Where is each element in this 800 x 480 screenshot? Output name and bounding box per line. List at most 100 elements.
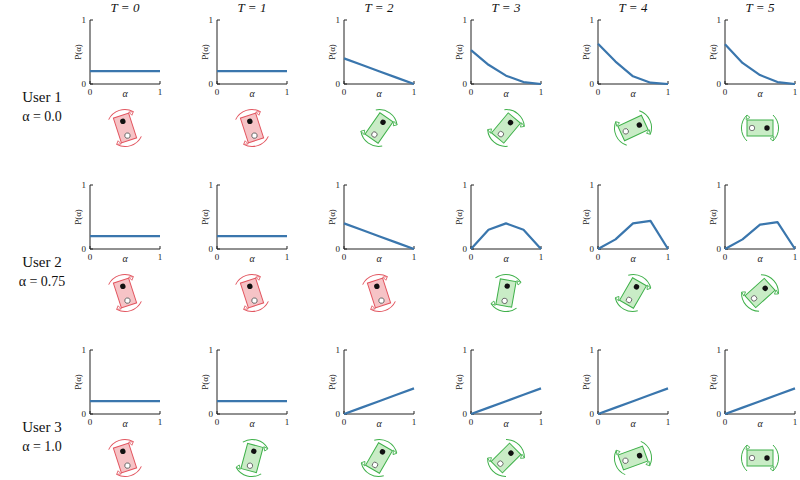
x-tick-label: 1: [285, 417, 290, 427]
plot-area: [725, 44, 795, 84]
robot-body: [365, 113, 393, 143]
robot-dot: [504, 283, 510, 289]
robot-icon: [738, 271, 783, 315]
y-tick: [598, 20, 601, 21]
x-tick-label: 0: [596, 252, 601, 262]
y-tick: [725, 185, 728, 186]
y-tick-label: 0: [209, 244, 214, 254]
robot-dot: [497, 460, 505, 468]
robot-body: [366, 443, 393, 474]
robot-body: [113, 278, 136, 308]
x-axis: [725, 414, 795, 415]
x-tick-label: 1: [666, 417, 671, 427]
y-label: P(α): [200, 44, 210, 60]
robot-arrow: [107, 271, 133, 284]
robot-dot: [749, 455, 754, 460]
x-tick: [160, 411, 161, 414]
robot-body: [747, 450, 773, 466]
robot-dot: [764, 455, 769, 460]
y-tick: [344, 84, 347, 85]
panel-title: T = 2: [365, 0, 394, 15]
robot-icon: [490, 272, 522, 313]
robot-icon: [611, 108, 656, 147]
robot-icon: [741, 115, 778, 141]
panel-title: T = 5: [746, 0, 775, 15]
robot-body: [618, 115, 648, 140]
robot-arrow: [244, 301, 270, 314]
robot-dot: [246, 283, 253, 290]
robot-arrow: [358, 463, 383, 480]
plot-area: [344, 58, 414, 84]
x-label: α: [757, 418, 763, 429]
y-axis: [344, 350, 345, 414]
y-tick: [217, 249, 220, 250]
panel: 0101αP(α): [581, 345, 670, 477]
x-tick-label: 0: [723, 87, 728, 97]
y-axis: [90, 185, 91, 249]
robot-dot: [119, 118, 126, 125]
y-axis: [725, 185, 726, 249]
robot-body: [496, 279, 516, 307]
robot-arrowhead: [645, 461, 650, 467]
x-tick-label: 1: [412, 417, 417, 427]
robot-arrow: [117, 301, 143, 314]
robot-arrowhead: [116, 140, 122, 145]
x-label: α: [376, 253, 382, 264]
x-tick-label: 0: [88, 417, 93, 427]
plot-area: [471, 223, 541, 249]
x-tick-label: 1: [539, 252, 544, 262]
series-line: [725, 222, 795, 249]
robot-dot: [371, 131, 379, 139]
figure: User 1α = 0.0User 2α = 0.75User 3α = 1.0…: [0, 0, 800, 480]
robot-dot: [124, 462, 131, 469]
series-line: [471, 388, 541, 414]
y-tick: [90, 20, 93, 21]
x-tick-label: 0: [215, 417, 220, 427]
robot-arrowhead: [256, 111, 262, 116]
y-tick-label: 0: [717, 244, 722, 254]
y-tick-label: 0: [82, 409, 87, 419]
robot-arrow: [243, 437, 270, 449]
robot-arrowhead: [519, 454, 525, 460]
robot-arrowhead: [487, 127, 493, 133]
x-label: α: [630, 88, 636, 99]
robot-arrow: [639, 108, 655, 134]
x-tick-label: 1: [412, 87, 417, 97]
robot-dot: [507, 119, 515, 127]
series-line: [90, 235, 160, 237]
y-axis: [217, 185, 218, 249]
x-label: α: [503, 253, 509, 264]
y-tick: [598, 350, 601, 351]
robot-arrowhead: [243, 305, 249, 310]
x-tick-label: 0: [469, 417, 474, 427]
robot-body: [241, 443, 263, 472]
x-tick-label: 0: [723, 252, 728, 262]
robot-body: [113, 113, 136, 143]
robot-dot: [371, 461, 378, 468]
series-line: [471, 50, 541, 84]
robot-dot: [373, 283, 380, 290]
robot-icon: [484, 436, 529, 480]
robot-arrowhead: [615, 449, 620, 455]
y-axis: [725, 20, 726, 84]
series-line: [344, 388, 414, 414]
robot-icon: [235, 437, 270, 480]
x-tick-label: 0: [469, 87, 474, 97]
y-tick: [725, 350, 728, 351]
series-line: [725, 44, 795, 84]
robot-arrowhead: [770, 137, 774, 142]
x-axis: [217, 84, 287, 85]
robot-arrow: [361, 271, 387, 284]
robot-arrowhead: [615, 120, 621, 126]
x-tick-label: 1: [285, 252, 290, 262]
robot-arrow: [484, 130, 507, 151]
robot-body: [240, 278, 263, 308]
robot-dot: [124, 297, 131, 304]
robot-arrow: [374, 435, 399, 453]
y-label: P(α): [581, 374, 591, 390]
series-line: [217, 235, 287, 237]
robot-arrowhead: [256, 276, 262, 281]
robot-arrow: [641, 439, 655, 465]
x-tick-label: 1: [539, 417, 544, 427]
robot-icon: [234, 106, 270, 149]
